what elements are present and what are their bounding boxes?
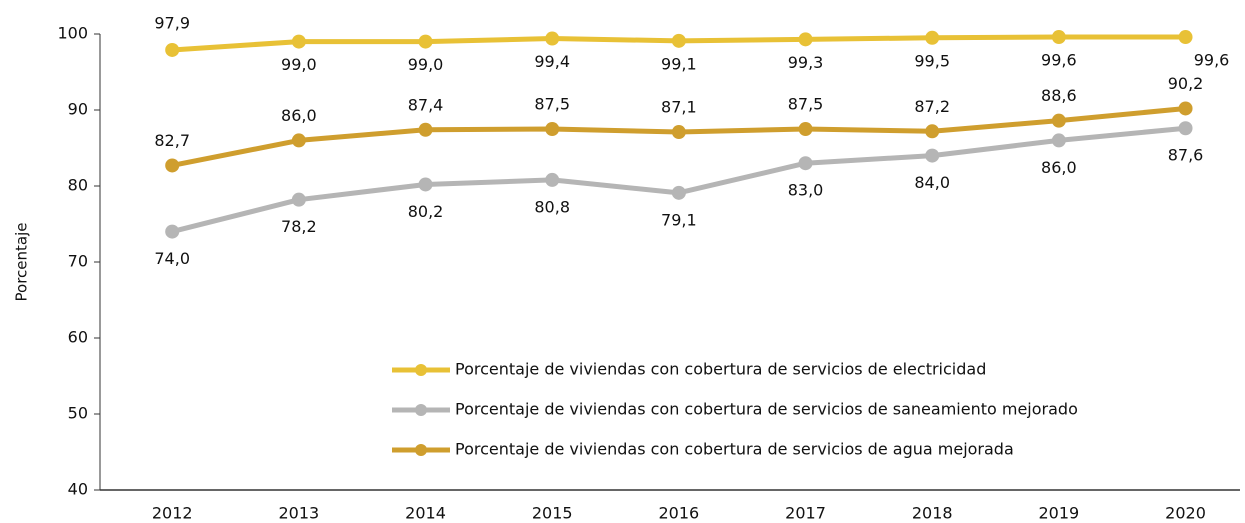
point: [1178, 30, 1193, 45]
legend-marker: [415, 364, 427, 376]
point: [798, 156, 813, 171]
point: [1051, 113, 1066, 128]
point: [545, 172, 560, 187]
point: [1051, 30, 1066, 45]
value-label: 87,6: [1168, 146, 1204, 165]
point: [1178, 121, 1193, 136]
point: [1178, 101, 1193, 116]
value-label: 82,7: [154, 131, 190, 150]
point: [798, 122, 813, 136]
point: [925, 124, 940, 139]
value-label: 99,1: [661, 54, 697, 73]
point: [545, 122, 560, 136]
legend-label: Porcentaje de viviendas con cobertura de…: [455, 400, 1078, 419]
y-tick-label: 40: [68, 480, 88, 499]
x-tick-label: 2018: [912, 504, 953, 523]
value-label: 86,0: [1041, 158, 1077, 177]
point: [418, 177, 433, 192]
x-tick-label: 2014: [405, 504, 446, 523]
value-label: 87,2: [914, 97, 950, 116]
value-label: 87,5: [534, 95, 570, 114]
value-label: 84,0: [914, 173, 950, 192]
value-label: 99,6: [1041, 51, 1077, 70]
value-label: 99,0: [408, 55, 444, 74]
point: [165, 224, 180, 239]
y-tick-label: 90: [68, 100, 88, 119]
point: [671, 185, 686, 200]
legend-marker: [415, 444, 427, 456]
value-label: 87,1: [661, 98, 697, 117]
point: [418, 122, 433, 137]
point: [165, 158, 180, 173]
y-axis-label: Porcentaje: [13, 223, 31, 302]
value-label: 78,2: [281, 217, 317, 236]
point: [165, 42, 180, 57]
point: [291, 192, 306, 207]
legend-marker: [415, 404, 427, 416]
value-label: 99,4: [534, 52, 570, 71]
value-label: 87,4: [408, 95, 444, 114]
point: [925, 148, 940, 163]
value-label: 99,3: [788, 53, 824, 72]
value-label: 86,0: [281, 106, 317, 125]
x-tick-label: 2019: [1039, 504, 1080, 523]
y-tick-label: 70: [68, 252, 88, 271]
value-label: 79,1: [661, 210, 697, 229]
point: [925, 30, 940, 45]
point: [671, 33, 686, 48]
point: [291, 133, 306, 148]
x-tick-label: 2016: [659, 504, 700, 523]
value-label: 88,6: [1041, 86, 1077, 105]
value-label: 74,0: [154, 249, 190, 268]
point: [418, 34, 433, 49]
point: [798, 32, 813, 47]
value-label: 99,0: [281, 55, 317, 74]
value-label: 80,8: [534, 197, 570, 216]
value-label: 97,9: [154, 13, 190, 32]
y-tick-label: 60: [68, 328, 88, 347]
x-tick-label: 2017: [785, 504, 826, 523]
point: [545, 31, 560, 46]
x-tick-label: 2020: [1165, 504, 1206, 523]
value-label: 87,5: [788, 95, 824, 114]
value-label: 99,5: [914, 51, 950, 70]
y-tick-label: 100: [57, 24, 88, 43]
legend-label: Porcentaje de viviendas con cobertura de…: [455, 360, 986, 379]
value-label: 83,0: [788, 181, 824, 200]
x-tick-label: 2012: [152, 504, 193, 523]
x-tick-label: 2013: [279, 504, 320, 523]
value-label: 90,2: [1168, 74, 1204, 93]
y-tick-label: 80: [68, 176, 88, 195]
x-tick-label: 2015: [532, 504, 573, 523]
point: [291, 34, 306, 49]
point: [671, 125, 686, 140]
legend-label: Porcentaje de viviendas con cobertura de…: [455, 440, 1014, 459]
y-tick-label: 50: [68, 404, 88, 423]
point: [1051, 133, 1066, 148]
value-label: 80,2: [408, 202, 444, 221]
value-label: 99,6: [1194, 51, 1230, 70]
